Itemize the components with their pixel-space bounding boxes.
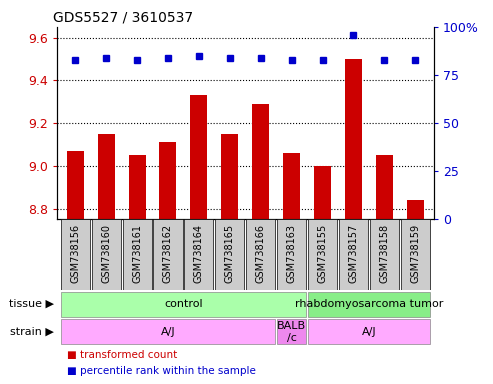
Text: ■ percentile rank within the sample: ■ percentile rank within the sample xyxy=(67,366,255,376)
Bar xyxy=(345,59,362,219)
Bar xyxy=(308,319,430,344)
Bar xyxy=(246,219,275,290)
Bar xyxy=(308,219,337,290)
Text: GSM738158: GSM738158 xyxy=(380,224,389,283)
Text: GSM738157: GSM738157 xyxy=(349,224,358,283)
Bar xyxy=(61,292,306,316)
Text: GSM738160: GSM738160 xyxy=(101,224,111,283)
Bar xyxy=(98,134,115,219)
Text: BALB
/c: BALB /c xyxy=(277,321,306,343)
Text: GSM738166: GSM738166 xyxy=(256,224,266,283)
Bar xyxy=(407,200,424,219)
Bar xyxy=(376,155,393,219)
Text: tissue ▶: tissue ▶ xyxy=(9,299,54,309)
Bar xyxy=(67,151,84,219)
Text: rhabdomyosarcoma tumor: rhabdomyosarcoma tumor xyxy=(295,299,443,309)
Bar xyxy=(61,319,275,344)
Bar xyxy=(159,142,176,219)
Bar xyxy=(184,219,213,290)
Bar xyxy=(401,219,430,290)
Bar xyxy=(92,219,121,290)
Text: GSM738159: GSM738159 xyxy=(410,224,421,283)
Bar xyxy=(277,219,306,290)
Bar xyxy=(190,95,208,219)
Bar xyxy=(283,153,300,219)
Bar xyxy=(252,104,269,219)
Text: GSM738156: GSM738156 xyxy=(70,224,80,283)
Text: ■ transformed count: ■ transformed count xyxy=(67,350,177,360)
Text: A/J: A/J xyxy=(361,327,376,337)
Text: GSM738162: GSM738162 xyxy=(163,224,173,283)
Text: GSM738165: GSM738165 xyxy=(225,224,235,283)
Bar xyxy=(339,219,368,290)
Bar xyxy=(370,219,399,290)
Text: strain ▶: strain ▶ xyxy=(10,327,54,337)
Bar xyxy=(129,155,145,219)
Text: GSM738155: GSM738155 xyxy=(317,224,327,283)
Bar xyxy=(215,219,245,290)
Text: control: control xyxy=(164,299,203,309)
Text: GSM738161: GSM738161 xyxy=(132,224,142,283)
Bar xyxy=(308,292,430,316)
Text: GSM738163: GSM738163 xyxy=(286,224,297,283)
Text: GDS5527 / 3610537: GDS5527 / 3610537 xyxy=(53,10,193,24)
Bar xyxy=(153,219,182,290)
Text: A/J: A/J xyxy=(161,327,176,337)
Bar xyxy=(277,319,306,344)
Bar xyxy=(314,166,331,219)
Bar xyxy=(221,134,238,219)
Text: GSM738164: GSM738164 xyxy=(194,224,204,283)
Bar xyxy=(123,219,152,290)
Bar xyxy=(61,219,90,290)
